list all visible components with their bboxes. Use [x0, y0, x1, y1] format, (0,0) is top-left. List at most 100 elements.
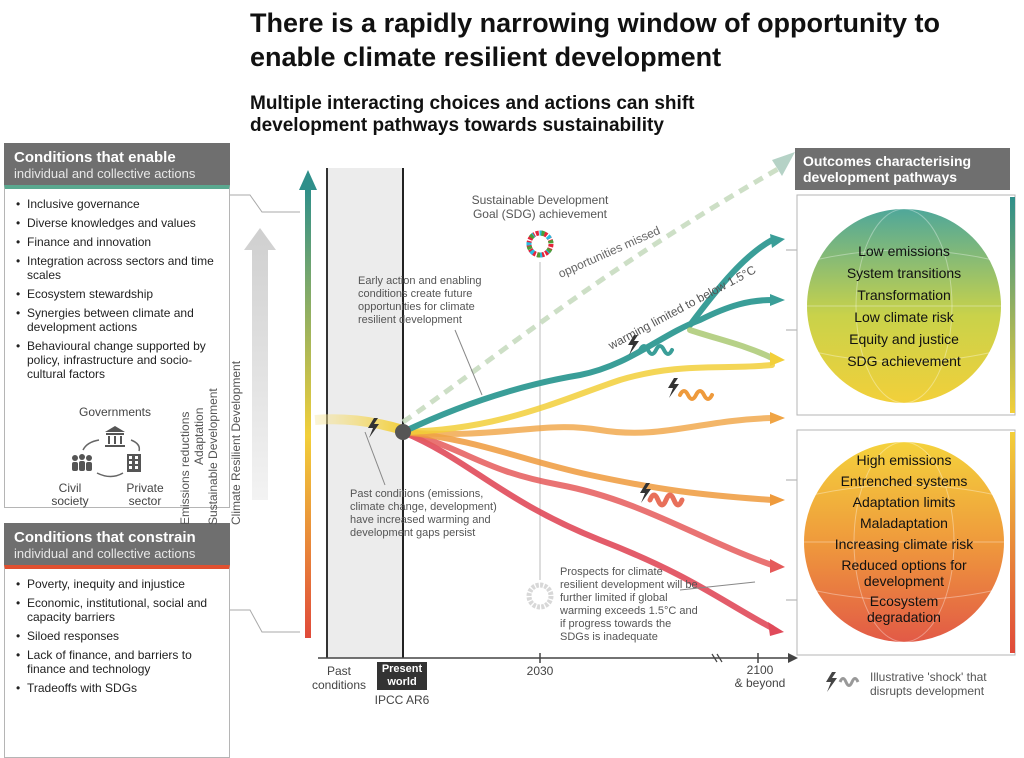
shock-icon — [628, 335, 639, 355]
enable-connector — [230, 194, 300, 213]
governments-label: Governments — [78, 405, 152, 419]
year-2030-label: 2030 — [526, 664, 554, 678]
emissions-reductions-label: Emissions reductions — [178, 411, 192, 525]
present-world-node — [395, 424, 411, 440]
enable-item: Synergies between climate and developmen… — [15, 306, 223, 334]
enabling-conditions-body: Inclusive governance Diverse knowledges … — [4, 185, 230, 508]
past-leader-line — [364, 431, 386, 486]
sdg-wheel-faded-icon — [526, 582, 554, 610]
time-axis-arrow — [788, 653, 798, 663]
arrowhead-teal-mid — [770, 294, 785, 306]
pathway-diagram — [230, 152, 1016, 692]
gray-upward-arrow — [244, 228, 276, 500]
positive-globe-lines — [807, 208, 1001, 404]
negative-outcomes-list: High emissions Entrenched systems Adapta… — [804, 450, 1004, 627]
negative-globe-lines — [804, 441, 1004, 643]
negative-outcome: Increasing climate risk — [834, 536, 974, 552]
pathway-orange-low — [400, 429, 775, 503]
axis-break-1 — [711, 653, 718, 663]
adaptation-label: Adaptation — [192, 407, 206, 465]
arrowhead-red-mid — [770, 559, 785, 573]
positive-outcomes-bar — [1010, 197, 1015, 413]
arrowhead-orange-low — [770, 494, 785, 506]
actors-cycle-arrows — [82, 439, 141, 478]
opportunities-missed-arrowhead — [772, 152, 795, 176]
positive-outcomes-list: Low emissions System transitions Transfo… — [804, 240, 1004, 372]
beyond-label: & beyond — [734, 676, 786, 690]
positive-outcome: Transformation — [857, 287, 951, 303]
shock-legend-label: Illustrative 'shock' that disrupts devel… — [870, 670, 987, 698]
pathway-yellow — [400, 362, 775, 435]
arrowhead-red-low — [768, 622, 784, 636]
shock-icon — [640, 483, 651, 503]
government-building-icon — [105, 426, 125, 447]
positive-outcome: Equity and justice — [849, 331, 959, 347]
constrain-item: Siloed responses — [15, 629, 223, 643]
enabling-conditions-header: Conditions that enable individual and co… — [4, 143, 230, 185]
enable-item: Integration across sectors and time scal… — [15, 254, 223, 282]
negative-bracket — [786, 479, 799, 601]
constrain-item: Poverty, inequity and injustice — [15, 577, 223, 591]
axis-break-2 — [716, 653, 723, 663]
negative-outcome: Maladaptation — [860, 515, 948, 531]
year-2100-label: 2100 — [746, 663, 774, 677]
constraining-conditions-title: Conditions that constrain — [14, 529, 196, 546]
sdg-wheel-icon — [526, 230, 554, 258]
present-world-box — [377, 662, 427, 690]
incoming-stream — [314, 414, 405, 435]
page-title: There is a rapidly narrowing window of o… — [250, 8, 941, 72]
constrain-connector — [230, 609, 300, 633]
prospects-annotation: Prospects for climate resilient developm… — [560, 566, 698, 643]
negative-outcome: Adaptation limits — [852, 494, 956, 510]
enable-item: Finance and innovation — [15, 235, 223, 249]
constraining-conditions-header: Conditions that constrain individual and… — [4, 523, 230, 565]
pathway-red-mid — [400, 429, 775, 568]
outcomes-header: Outcomes characterising development path… — [795, 148, 1010, 190]
enable-item: Ecosystem stewardship — [15, 287, 223, 301]
arrowhead-teal-top — [770, 234, 785, 248]
constrain-item: Tradeoffs with SDGs — [15, 681, 223, 695]
positive-outcome: Low climate risk — [854, 309, 954, 325]
positive-outcome: SDG achievement — [847, 353, 961, 369]
resilience-arrowhead — [299, 170, 317, 190]
resilience-gradient-bar — [305, 188, 311, 638]
pathway-teal-branch — [687, 327, 775, 361]
enabling-conditions-panel: Conditions that enable individual and co… — [4, 143, 230, 508]
positive-bracket — [786, 249, 799, 331]
past-conditions-band — [327, 168, 403, 658]
private-sector-icon — [127, 454, 141, 472]
prospects-leader-line — [679, 581, 756, 591]
civil-society-label: Civil society — [51, 481, 89, 508]
arrowhead-yellow — [770, 352, 785, 366]
pathway-orange-mid — [400, 415, 775, 437]
negative-outcome: Entrenched systems — [840, 473, 968, 489]
arrowhead-orange-mid — [770, 412, 785, 424]
pathway-teal-mid — [400, 297, 775, 435]
sustainable-development-label: Sustainable Development — [206, 388, 220, 525]
sdg-achievement-label: Sustainable Development Goal (SDG) achie… — [471, 193, 609, 221]
pathway-red-low — [400, 429, 775, 631]
shock-squiggle-red — [647, 492, 685, 508]
early-action-annotation: Early action and enabling conditions cre… — [358, 275, 482, 326]
civil-society-icon — [72, 454, 92, 471]
shock-icon — [368, 418, 379, 438]
development-pathways — [400, 237, 775, 631]
legend-shock-icon — [826, 672, 860, 692]
page-subtitle: Multiple interacting choices and actions… — [250, 93, 695, 136]
negative-outcome: Reduced options for development — [841, 557, 967, 589]
enabling-conditions-title: Conditions that enable — [14, 149, 176, 166]
constrain-item: Lack of finance, and barriers to finance… — [15, 648, 223, 676]
negative-outcomes-circle — [804, 442, 1004, 642]
actors-diagram — [72, 426, 141, 478]
past-conditions-annotation: Past conditions (emissions, climate chan… — [350, 488, 497, 539]
negative-outcomes-bar — [1010, 432, 1015, 653]
pathway-teal-top — [687, 237, 775, 328]
early-leader-line — [454, 329, 483, 396]
private-sector-label: Private sector — [126, 481, 164, 508]
opportunities-missed-path — [401, 162, 787, 425]
shock-squiggle-yellow — [678, 389, 714, 401]
climate-resilient-development-label: Climate Resilient Development — [229, 360, 243, 525]
past-conditions-axis-label: Past conditions — [311, 664, 367, 692]
enable-item: Inclusive governance — [15, 197, 223, 211]
constraining-conditions-subtitle: individual and collective actions — [14, 546, 196, 561]
